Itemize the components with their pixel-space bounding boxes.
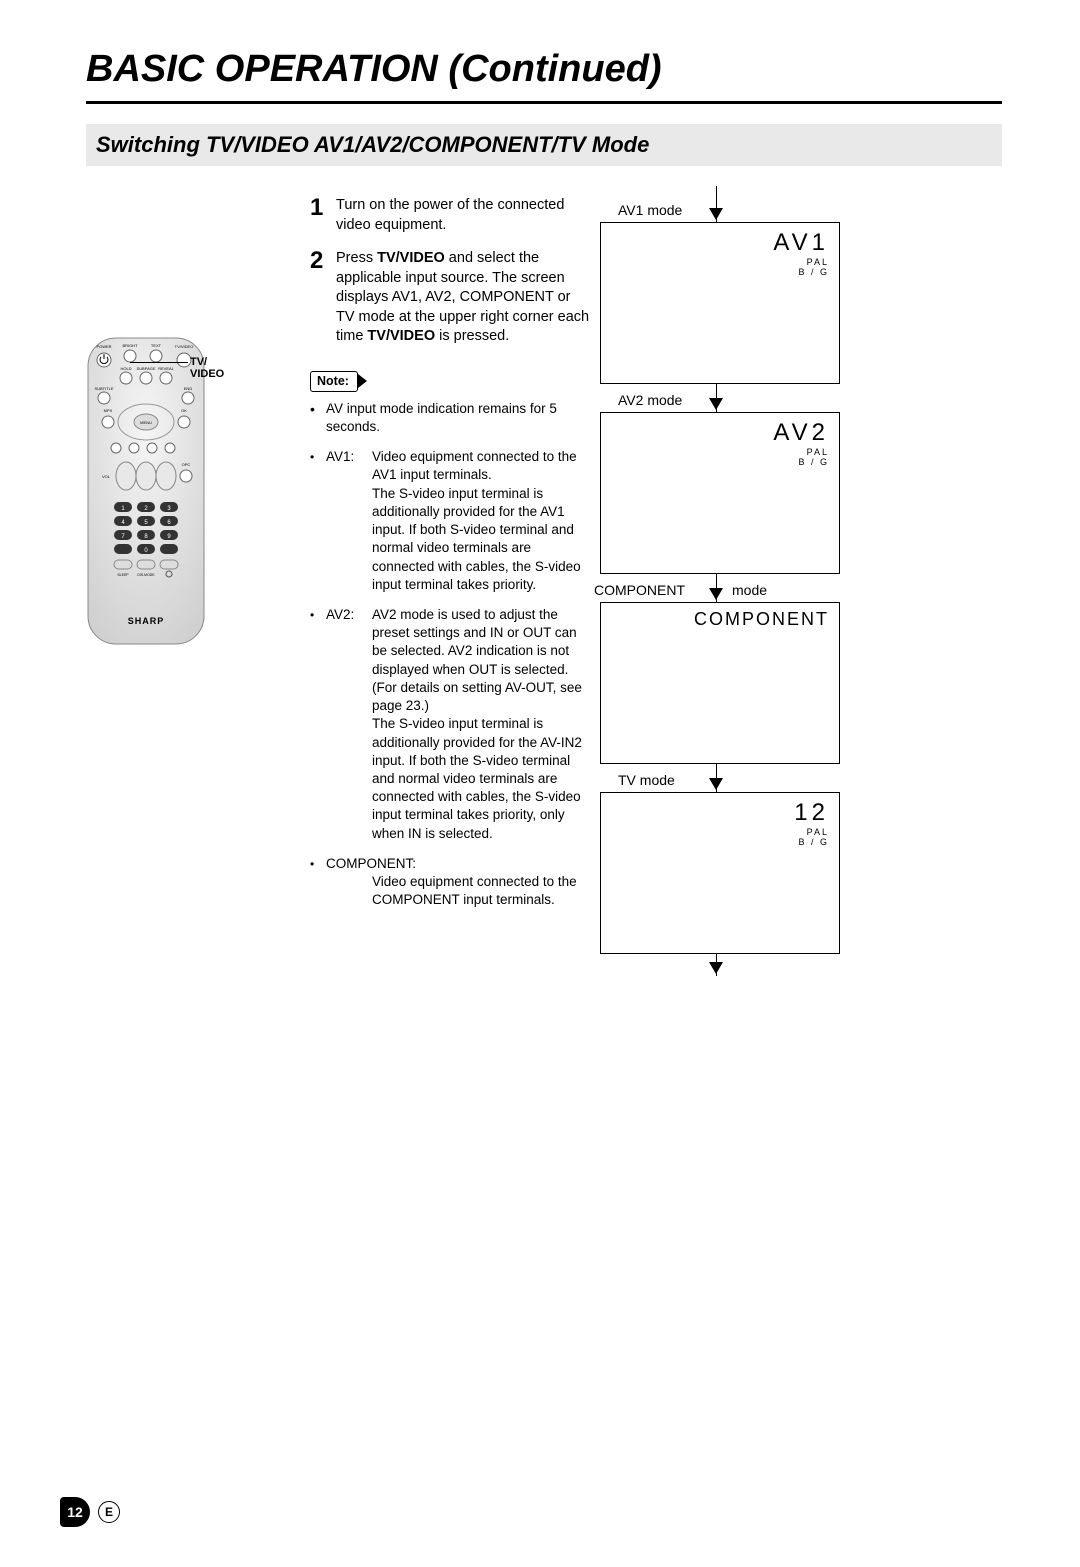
step-body: Turn on the power of the connected video… [336, 196, 590, 235]
note-intro: AV input mode indication remains for 5 s… [310, 400, 590, 436]
tv-screen: COMPONENT [600, 602, 840, 764]
screen-pal-text: PAL [807, 827, 829, 837]
title-rule [86, 101, 1002, 104]
note-av2: AV2: AV2 mode is used to adjust the pres… [310, 606, 590, 843]
arrow-down-icon [709, 778, 723, 790]
step-num: 2 [310, 249, 336, 347]
callout-line [130, 362, 188, 363]
label-dismode: DIS.MODE [137, 573, 155, 577]
label-ok: OK [181, 408, 187, 413]
subtitle-bar: Switching TV/VIDEO AV1/AV2/COMPONENT/TV … [86, 124, 1002, 166]
label-hold: HOLD [120, 366, 131, 371]
page-footer: 12 E [60, 1497, 120, 1527]
label-end: END [184, 386, 193, 391]
screen-pal-text: PAL [807, 257, 829, 267]
screen-mode-text: AV2 [773, 419, 829, 447]
tv-screen: AV1PALB / G [600, 222, 840, 384]
page-number-badge: 12 [60, 1497, 90, 1527]
screen-mode-text: 12 [794, 799, 829, 827]
label-reveal: REVEAL [158, 366, 175, 371]
remote-illustration: POWER BRIGHT TEXT TV/VIDEO HOLD SUBPAGE … [86, 336, 206, 646]
edition-badge: E [98, 1501, 120, 1523]
remote-column: POWER BRIGHT TEXT TV/VIDEO HOLD SUBPAGE … [86, 336, 256, 651]
brand-label: SHARP [128, 616, 165, 626]
step-num: 1 [310, 196, 336, 235]
note-av1: AV1: Video equipment connected to the AV… [310, 448, 590, 594]
subtitle: Switching TV/VIDEO AV1/AV2/COMPONENT/TV … [96, 132, 992, 158]
label-mpx: MPX [104, 408, 113, 413]
screen-mode-text: COMPONENT [694, 609, 829, 630]
bullet-icon [310, 448, 326, 594]
page: BASIC OPERATION (Continued) Switching TV… [0, 48, 1080, 1567]
screen-pal-text: PAL [807, 447, 829, 457]
label-menu: MENU [140, 420, 152, 425]
note-component: COMPONENT: Video equipment connected to … [310, 855, 590, 910]
step-1: 1 Turn on the power of the connected vid… [310, 196, 590, 235]
arrow-down-icon [709, 208, 723, 220]
arrow-down-icon [709, 588, 723, 600]
page-title: BASIC OPERATION (Continued) [86, 48, 1080, 91]
label-text: TEXT [151, 343, 162, 348]
mode-label: AV1 mode [618, 202, 682, 218]
tv-screen: 12PALB / G [600, 792, 840, 954]
step-body: Press TV/VIDEO and select the applicable… [336, 249, 590, 347]
bullet-icon [310, 855, 326, 910]
callout-tvvideo: TV/ VIDEO [190, 356, 224, 380]
instructions-column: 1 Turn on the power of the connected vid… [310, 196, 590, 922]
mode-label: AV2 mode [618, 392, 682, 408]
arrow-down-icon [709, 962, 723, 974]
note-label: Note: [310, 371, 358, 392]
label-bright: BRIGHT [122, 343, 138, 348]
mode-label: COMPONENT [594, 582, 685, 598]
tv-screen: AV2PALB / G [600, 412, 840, 574]
screen-bg-text: B / G [798, 457, 829, 467]
bullet-icon [310, 400, 326, 436]
screen-mode-text: AV1 [773, 229, 829, 257]
label-vol: VOL [102, 474, 111, 479]
mode-label: mode [732, 582, 767, 598]
screen-bg-text: B / G [798, 267, 829, 277]
label-subpage: SUBPAGE [136, 366, 155, 371]
screen-bg-text: B / G [798, 837, 829, 847]
bullet-icon [310, 606, 326, 843]
label-opc: OPC [182, 462, 191, 467]
label-subtitle: SUBTITLE [94, 386, 113, 391]
label-power: POWER [96, 344, 111, 349]
label-tvvideo: TV/VIDEO [175, 344, 194, 349]
label-sleep: SLEEP [117, 573, 129, 577]
note-body: AV input mode indication remains for 5 s… [310, 400, 590, 910]
mode-label: TV mode [618, 772, 675, 788]
arrow-down-icon [709, 398, 723, 410]
step-2: 2 Press TV/VIDEO and select the applicab… [310, 249, 590, 347]
